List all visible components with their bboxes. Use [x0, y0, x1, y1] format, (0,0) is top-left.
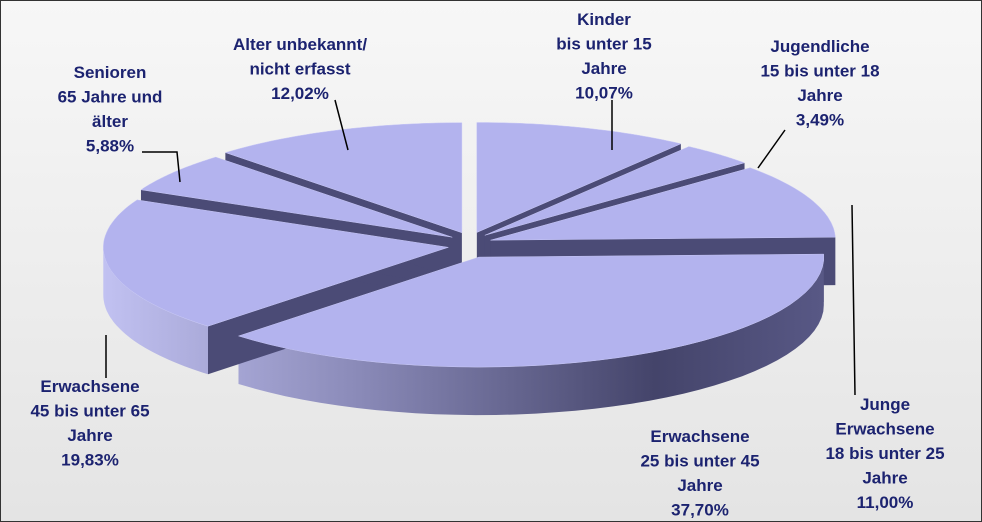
data-label: Jugendliche 15 bis unter 18 Jahre 3,49% [760, 37, 879, 130]
label-line: Jahre [797, 86, 842, 105]
label-line: 65 Jahre und [58, 88, 163, 107]
label-line: nicht erfasst [249, 60, 350, 79]
slice-wall [103, 247, 208, 375]
label-line: älter [92, 112, 128, 131]
label-line: Jahre [581, 59, 626, 78]
label-line: 45 bis unter 65 [30, 402, 149, 421]
slice [490, 167, 836, 241]
slice [140, 156, 453, 238]
label-line: Alter unbekannt/ [233, 35, 367, 54]
data-label: Erwachsene 45 bis unter 65 Jahre 19,83% [30, 377, 149, 470]
label-line: Erwachsene [835, 420, 934, 439]
value-label: 37,70% [671, 501, 729, 520]
slice [484, 146, 746, 236]
value-label: 12,02% [271, 84, 329, 103]
data-label: Erwachsene 25 bis unter 45 Jahre 37,70% [640, 427, 759, 520]
value-label: 3,49% [796, 111, 844, 130]
label-line: 18 bis unter 25 [825, 444, 944, 463]
value-label: 19,83% [61, 451, 119, 470]
data-label: Kinder bis unter 15 Jahre 10,07% [556, 10, 651, 103]
value-label: 5,88% [86, 137, 134, 156]
slice [103, 199, 449, 327]
label-line: Senioren [74, 63, 147, 82]
label-line: Jahre [677, 476, 722, 495]
data-label: Junge Erwachsene 18 bis unter 25 Jahre 11,00… [825, 395, 944, 512]
label-line: Erwachsene [40, 377, 139, 396]
slice-wall [238, 257, 824, 416]
label-line: Jahre [67, 426, 112, 445]
slice [237, 253, 824, 368]
label-line: Junge [860, 395, 910, 414]
slice [224, 122, 463, 234]
value-label: 10,07% [575, 84, 633, 103]
label-line: Jahre [862, 469, 907, 488]
slice [476, 122, 682, 233]
label-line: 25 bis unter 45 [640, 452, 759, 471]
value-label: 11,00% [857, 493, 914, 512]
data-label: Senioren 65 Jahre und älter 5,88% [58, 63, 163, 156]
label-line: Kinder [577, 10, 631, 29]
leader-lines [105, 99, 856, 396]
label-line: 15 bis unter 18 [760, 62, 879, 81]
label-line: bis unter 15 [556, 35, 651, 54]
label-line: Jugendliche [770, 37, 869, 56]
data-label: Alter unbekannt/nicht erfasst 12,02% [233, 35, 367, 103]
label-line: Erwachsene [650, 427, 749, 446]
